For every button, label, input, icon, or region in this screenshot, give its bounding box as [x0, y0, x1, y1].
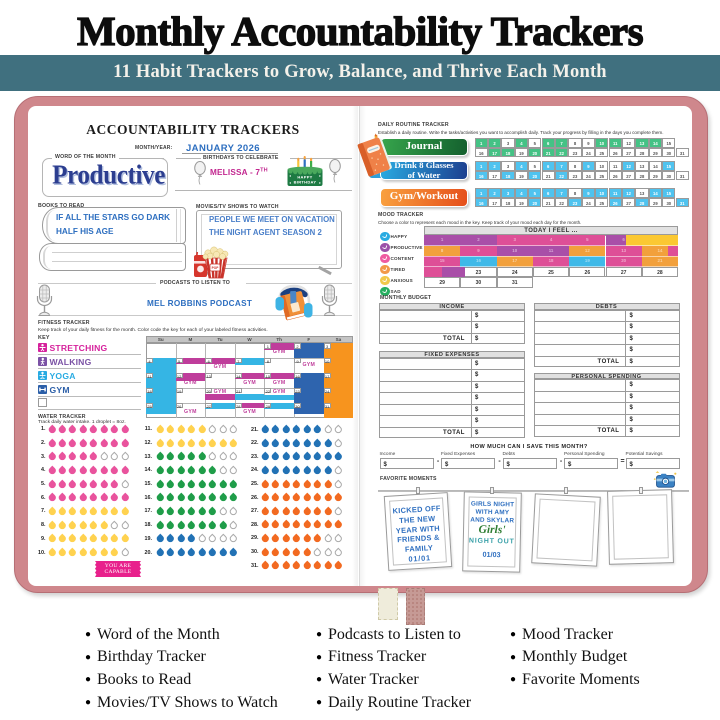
svg-text:BIRTHDAY: BIRTHDAY: [294, 180, 317, 185]
svg-text:HAPPY: HAPPY: [297, 175, 312, 180]
svg-text:POP: POP: [212, 266, 220, 270]
